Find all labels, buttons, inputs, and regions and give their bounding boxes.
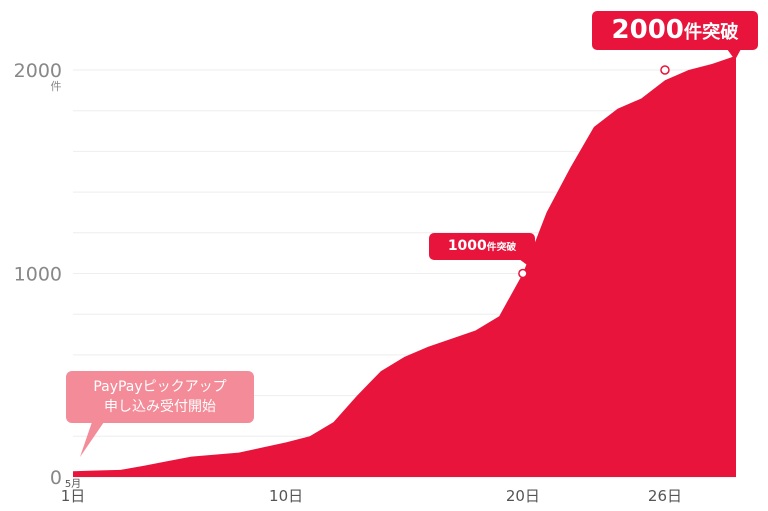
milestone-2000-number: 2000	[611, 15, 684, 45]
x-tick-label: 20日	[506, 487, 540, 505]
start-callout-line1: PayPayピックアップ	[93, 379, 227, 395]
milestone-markers	[518, 65, 670, 279]
callout-pointers	[80, 49, 741, 457]
x-month-label: 5月	[65, 478, 81, 490]
milestone-marker	[660, 65, 670, 75]
y-unit-label: 件	[51, 80, 62, 93]
milestone-2000-suffix: 件突破	[683, 22, 739, 43]
milestone-1000-pointer	[519, 259, 534, 270]
axis-ticks: 0 1000 2000件 1日 10日 20日 26日 5月	[14, 60, 682, 505]
area-layer	[73, 55, 736, 478]
y-tick-label: 0	[50, 467, 62, 489]
milestone-marker	[518, 268, 528, 279]
start-callout-line2: 申し込み受付開始	[104, 399, 216, 415]
x-tick-label: 10日	[269, 487, 303, 505]
milestone-1000-callout: 1000件突破	[429, 233, 535, 260]
x-tick-label: 1日	[61, 487, 86, 505]
cumulative-area	[73, 55, 736, 478]
start-callout-pointer	[80, 422, 104, 457]
start-callout: PayPayピックアップ 申し込み受付開始	[66, 371, 254, 423]
y-tick-label: 1000	[14, 264, 62, 286]
y-tick-label: 2000	[14, 60, 62, 82]
milestone-2000-callout: 2000件突破	[592, 11, 758, 50]
milestone-1000-number: 1000	[447, 238, 487, 254]
milestone-2000-pointer	[727, 49, 741, 60]
milestone-1000-suffix: 件突破	[486, 242, 517, 253]
x-tick-label: 26日	[648, 487, 682, 505]
